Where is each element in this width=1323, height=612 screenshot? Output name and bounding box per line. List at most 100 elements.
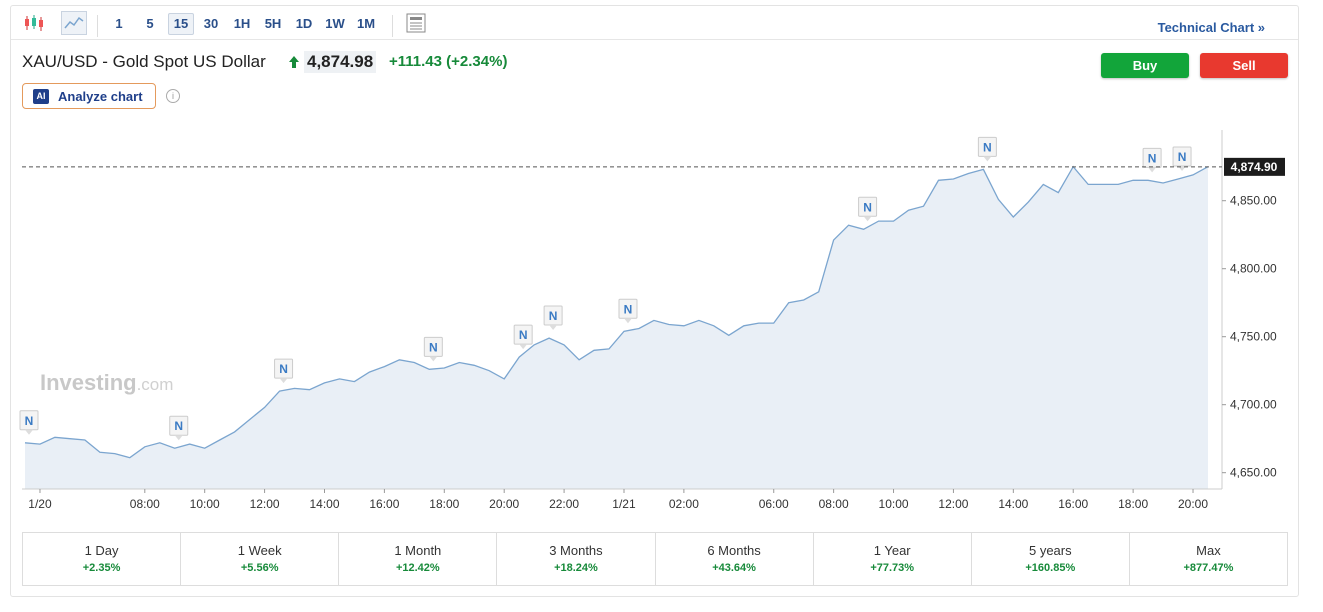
analyze-label: Analyze chart	[58, 89, 143, 104]
y-tick-label: 4,650.00	[1230, 466, 1277, 480]
x-tick-label: 22:00	[549, 497, 579, 511]
news-marker-label: N	[25, 414, 34, 428]
period-change: +5.56%	[240, 562, 279, 574]
interval[interactable]: 5	[146, 16, 154, 31]
news-marker-tip	[983, 156, 992, 162]
period-change: +877.47%	[1183, 562, 1234, 574]
interval[interactable]: 1W	[325, 16, 345, 31]
y-tick-label: 4,850.00	[1230, 194, 1277, 208]
instrument-title: XAU/USD - Gold Spot US Dollar	[22, 52, 266, 71]
news-marker-tip	[1148, 167, 1157, 173]
news-marker-tip	[863, 216, 872, 222]
y-tick-label: 4,800.00	[1230, 262, 1277, 276]
news-marker-label: N	[429, 340, 438, 354]
x-tick-label: 12:00	[250, 497, 280, 511]
last-price-label: 4,874.90	[1231, 160, 1278, 174]
interval[interactable]: 15	[168, 13, 194, 35]
period[interactable]: 1 Month +12.42%	[339, 533, 498, 585]
period-change: +18.24%	[554, 562, 598, 574]
x-tick-label: 10:00	[190, 497, 220, 511]
period-label: 6 Months	[707, 543, 761, 558]
y-tick-label: 4,750.00	[1230, 330, 1277, 344]
info-icon[interactable]: i	[166, 89, 180, 103]
period-change: +43.64%	[712, 562, 756, 574]
news-marker-label: N	[549, 309, 558, 323]
news-marker-tip	[623, 318, 632, 324]
up-arrow	[289, 56, 299, 68]
period-label: 3 Months	[549, 543, 603, 558]
watermark-suffix: .com	[137, 375, 174, 394]
x-tick-label: 14:00	[998, 497, 1028, 511]
watermark-brand: Investing	[40, 370, 137, 395]
change-abs: +111.43	[389, 53, 442, 70]
y-tick-label: 4,700.00	[1230, 398, 1277, 412]
news-marker-tip	[549, 325, 558, 331]
x-tick-label: 14:00	[309, 497, 339, 511]
line	[24, 165, 1209, 459]
x-tick-label: 1/21	[612, 497, 636, 511]
period-change: +77.73%	[870, 562, 915, 574]
x-tick-label: 18:00	[1118, 497, 1148, 511]
x-tick-label: 18:00	[429, 497, 459, 511]
x-tick-label: 1/20	[28, 497, 52, 511]
news-marker-label: N	[1178, 150, 1187, 164]
period-performance: 1 Day +2.35% 1 Week +5.56% 1 Month +12.42% 3 M…	[22, 532, 1288, 586]
x-tick-label: 12:00	[938, 497, 968, 511]
news-marker-tip	[25, 429, 33, 435]
toolbar: 1 5 15 30 1H 5H 1D 1W 1M Technical Chart…	[11, 6, 1298, 40]
x-tick-label: 20:00	[1178, 497, 1208, 511]
interval[interactable]: 1H	[233, 16, 251, 31]
period[interactable]: Max +877.47%	[1130, 533, 1287, 585]
interval[interactable]: 30	[203, 16, 219, 31]
news-marker-tip	[429, 356, 438, 362]
last-price-box	[1224, 157, 1285, 176]
interval[interactable]: 5H	[264, 16, 282, 31]
news-marker-label: N	[863, 200, 872, 214]
buy-button[interactable]: Buy	[1101, 53, 1189, 78]
period[interactable]: 1 Year +77.73%	[814, 533, 972, 585]
period-label: 1 Year	[873, 543, 911, 558]
x-tick-label: 16:00	[1058, 497, 1088, 511]
news-marker-tip	[519, 344, 528, 350]
x-tick-label: 16:00	[369, 497, 399, 511]
news-marker-label: N	[624, 302, 633, 316]
technical-chart-link[interactable]: Technical Chart »	[1157, 20, 1265, 35]
interval[interactable]: 1D	[295, 16, 313, 31]
candles-icon[interactable]	[23, 13, 45, 33]
x-tick-label: 08:00	[819, 497, 849, 511]
period-label: 1 Month	[394, 543, 442, 558]
interval[interactable]: 1M	[356, 16, 376, 31]
period-change: +12.42%	[395, 562, 440, 574]
news-marker-label: N	[279, 362, 288, 376]
news-marker-label: N	[983, 140, 992, 154]
news-marker-tip	[174, 435, 183, 441]
period-change: +160.85%	[1025, 562, 1076, 574]
separator	[97, 15, 98, 37]
x-tick-label: 10:00	[879, 497, 909, 511]
period[interactable]: 3 Months +18.24%	[497, 533, 656, 585]
period-label: 1 Week	[237, 543, 282, 558]
period-change: +2.35%	[82, 562, 121, 574]
x-tick-label: 06:00	[759, 497, 789, 511]
period[interactable]: 5 years +160.85%	[972, 533, 1130, 585]
period-label: Max	[1196, 543, 1221, 558]
news-marker-label: N	[174, 419, 183, 433]
period[interactable]: 1 Day +2.35%	[23, 533, 182, 585]
period-label: 5 years	[1028, 543, 1072, 558]
interval[interactable]: 1	[115, 16, 123, 31]
period[interactable]: 6 Months +43.64%	[656, 533, 814, 585]
area-icon[interactable]	[61, 11, 87, 35]
x-tick-label: 02:00	[669, 497, 699, 511]
news-marker	[423, 336, 443, 357]
sell-button[interactable]: Sell	[1200, 53, 1288, 78]
change-pct: (+2.34%)	[446, 53, 508, 70]
x-tick-label: 20:00	[489, 497, 519, 511]
period[interactable]: 1 Week +5.56%	[181, 533, 340, 585]
change: +111.43 (+2.34%)	[389, 53, 507, 70]
analyze-button[interactable]: AI Analyze chart	[22, 83, 156, 109]
news-marker-tip	[279, 378, 288, 384]
period-label: 1 Day	[84, 543, 119, 558]
news-marker-label: N	[1148, 151, 1157, 165]
settings-icon[interactable]	[405, 12, 427, 34]
